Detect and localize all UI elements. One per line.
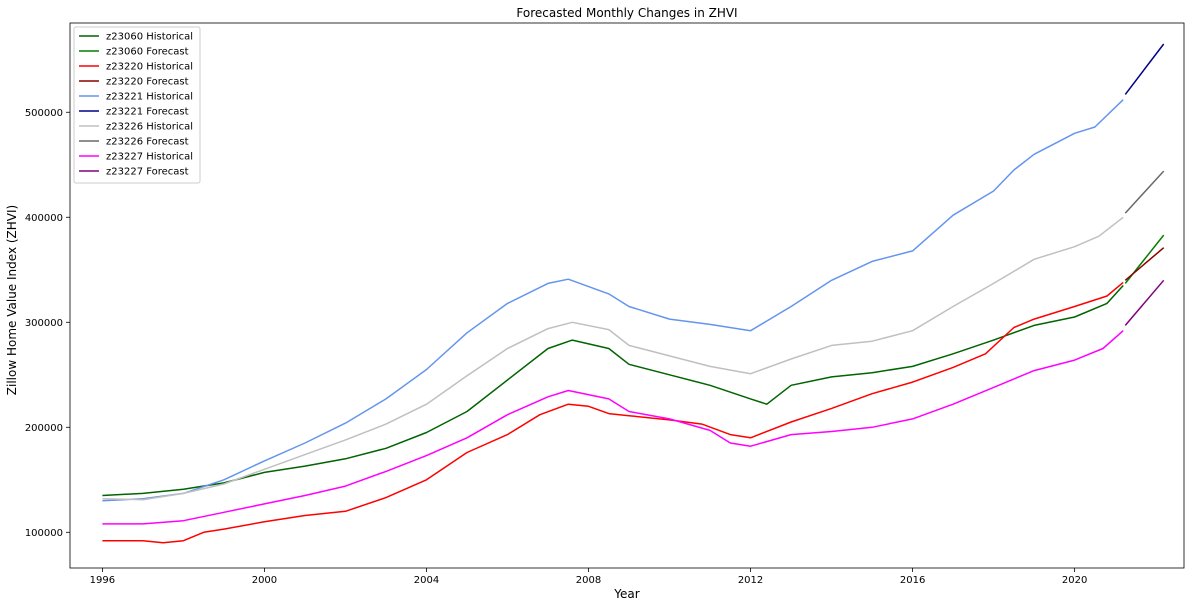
legend-entry: z23060 Historical	[106, 32, 193, 43]
series-line-z23226-forecast	[1124, 170, 1165, 214]
legend-entry: z23226 Historical	[106, 122, 193, 133]
legend-entry: z23221 Forecast	[106, 107, 189, 118]
legend: z23060 Historical z23060 Forecast z23220 H…	[73, 26, 201, 184]
y-axis: 100000 200000 300000 400000 500000	[25, 108, 70, 539]
x-tick-label: 2000	[252, 575, 277, 586]
series-line-z23060-historical	[102, 284, 1124, 497]
legend-entry: z23220 Historical	[106, 62, 193, 73]
x-tick-label: 2012	[738, 575, 763, 586]
y-tick-label: 400000	[25, 213, 63, 224]
series-line-z23221-forecast	[1124, 43, 1165, 95]
y-tick-label: 200000	[25, 423, 63, 434]
legend-entry: z23220 Forecast	[106, 77, 189, 88]
x-axis-label: Year	[613, 587, 639, 601]
series-line-z23227-historical	[102, 330, 1124, 525]
series-line-z23227-forecast	[1124, 279, 1165, 326]
series-line-z23220-forecast	[1124, 247, 1165, 281]
legend-box	[73, 26, 201, 184]
legend-entry: z23227 Forecast	[106, 167, 189, 178]
x-tick-label: 2004	[414, 575, 439, 586]
plot-frame	[69, 22, 1185, 569]
x-axis: 1996 2000 2004 2008 2012 2016 2020	[90, 568, 1087, 586]
chart-title: Forecasted Monthly Changes in ZHVI	[516, 6, 737, 20]
y-tick-label: 500000	[25, 108, 63, 119]
plot-lines	[102, 43, 1165, 544]
x-tick-label: 2020	[1062, 575, 1087, 586]
series-line-z23226-historical	[102, 216, 1124, 501]
series-line-z23221-historical	[102, 99, 1124, 502]
legend-entry: z23227 Historical	[106, 152, 193, 163]
x-tick-label: 2016	[900, 575, 925, 586]
y-tick-label: 100000	[25, 528, 63, 539]
x-tick-label: 1996	[90, 575, 115, 586]
legend-entry: z23221 Historical	[106, 92, 193, 103]
y-axis-label: Zillow Home Value Index (ZHVI)	[5, 205, 19, 395]
legend-entry: z23060 Forecast	[106, 47, 189, 58]
series-line-z23220-historical	[102, 281, 1124, 544]
legend-entry: z23226 Forecast	[106, 137, 189, 148]
x-tick-label: 2008	[576, 575, 601, 586]
y-tick-label: 300000	[25, 318, 63, 329]
